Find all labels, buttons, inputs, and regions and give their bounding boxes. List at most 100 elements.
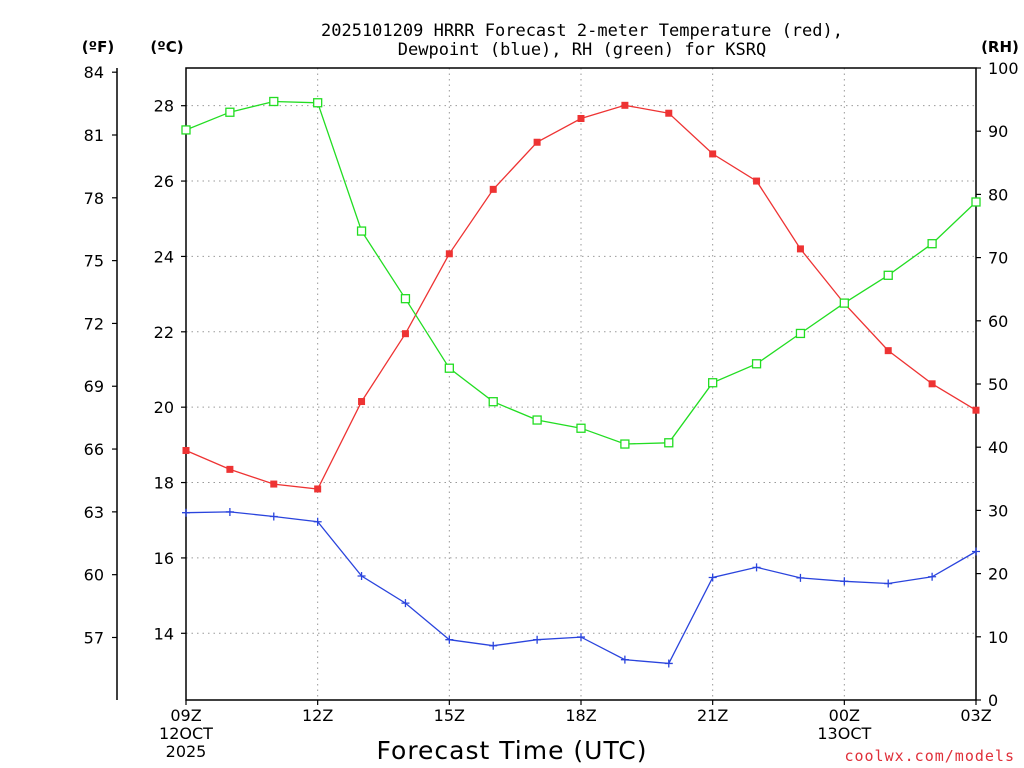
celsius-tick-label: 20 xyxy=(154,398,174,417)
x-axis-title: Forecast Time (UTC) xyxy=(377,736,648,765)
fahrenheit-tick-label: 78 xyxy=(84,189,104,208)
rh-tick-label: 100 xyxy=(988,59,1019,78)
rh-point xyxy=(927,239,937,249)
x-tick-label: 09Z xyxy=(170,706,201,725)
temperature-point xyxy=(665,109,673,117)
rh-point xyxy=(971,197,981,207)
rh-unit-label: (RH) xyxy=(981,38,1019,56)
rh-point xyxy=(576,423,586,433)
x-tick-label: 21Z xyxy=(697,706,728,725)
grid-lines xyxy=(186,68,976,700)
rh-point xyxy=(356,226,367,236)
celsius-tick-label: 28 xyxy=(154,97,174,116)
rh-point xyxy=(532,415,542,425)
celsius-tick-label: 18 xyxy=(154,474,174,493)
dewpoint-point xyxy=(884,579,893,588)
fahrenheit-tick-label: 66 xyxy=(84,440,104,459)
fahrenheit-tick-label: 69 xyxy=(84,377,104,396)
rh-point xyxy=(708,378,718,388)
temperature-point xyxy=(753,177,761,185)
x-tick-label: 12OCT xyxy=(159,724,213,743)
dewpoint-point xyxy=(664,659,673,668)
rh-point xyxy=(225,107,235,117)
rh-point xyxy=(181,125,191,135)
dewpoint-point xyxy=(313,517,322,526)
rh-tick-label: 30 xyxy=(988,501,1008,520)
rh-point xyxy=(883,270,893,280)
temperature-point xyxy=(314,485,322,493)
x-tick-label: 03Z xyxy=(960,706,991,725)
rh-point xyxy=(444,363,454,373)
chart-title-line-2: Dewpoint (blue), RH (green) for KSRQ xyxy=(398,40,766,60)
data-series xyxy=(181,96,981,668)
temperature-point xyxy=(796,245,804,253)
chart-title-line-1: 2025101209 HRRR Forecast 2-meter Tempera… xyxy=(321,21,843,41)
dewpoint-point xyxy=(445,635,454,644)
dewpoint-point xyxy=(972,547,980,556)
x-tick-label: 13OCT xyxy=(817,724,871,743)
dewpoint-point xyxy=(840,577,849,586)
celsius-tick-label: 24 xyxy=(154,247,174,266)
dewpoint-point xyxy=(577,633,585,642)
temperature-point xyxy=(577,114,585,122)
fahrenheit-unit-label: (ºF) xyxy=(82,38,114,56)
rh-point xyxy=(269,96,279,107)
rh-point xyxy=(488,397,498,407)
celsius-tick-label: 26 xyxy=(154,172,174,191)
fahrenheit-tick-label: 84 xyxy=(84,63,104,82)
rh-tick-label: 0 xyxy=(988,691,998,710)
temperature-point xyxy=(884,347,892,355)
dewpoint-point xyxy=(357,572,366,581)
fahrenheit-tick-label: 75 xyxy=(84,252,104,271)
x-tick-label: 2025 xyxy=(166,742,207,761)
rh-point xyxy=(400,294,411,304)
rh-tick-label: 60 xyxy=(988,312,1008,331)
rh-point xyxy=(313,98,323,108)
temperature-point xyxy=(928,380,936,388)
dewpoint-point xyxy=(225,507,234,516)
rh-point xyxy=(839,298,849,308)
rh-point xyxy=(664,438,674,448)
rh-tick-label: 90 xyxy=(988,122,1008,141)
dewpoint-point xyxy=(489,641,498,650)
celsius-tick-label: 14 xyxy=(154,624,174,643)
x-tick-label: 15Z xyxy=(434,706,465,725)
rh-tick-label: 70 xyxy=(988,249,1008,268)
rh-point xyxy=(751,359,762,369)
fahrenheit-tick-label: 72 xyxy=(84,314,104,333)
fahrenheit-tick-label: 57 xyxy=(84,628,104,647)
x-tick-label: 18Z xyxy=(565,706,596,725)
celsius-unit-label: (ºC) xyxy=(150,38,183,56)
temperature-point xyxy=(270,480,278,488)
rh-tick-label: 40 xyxy=(988,438,1008,457)
celsius-tick-label: 22 xyxy=(154,323,174,342)
rh-tick-label: 50 xyxy=(988,375,1008,394)
dewpoint-point xyxy=(182,508,190,517)
dewpoint-point xyxy=(620,655,629,664)
rh-tick-label: 10 xyxy=(988,628,1008,647)
temperature-point xyxy=(226,465,234,473)
source-credit: coolwx.com/models xyxy=(844,747,1015,765)
dewpoint-point xyxy=(752,563,761,572)
axes xyxy=(112,67,981,705)
temperature-point xyxy=(489,185,497,193)
temperature-point xyxy=(445,250,453,258)
dewpoint-point xyxy=(533,635,542,644)
temperature-point xyxy=(972,406,980,414)
dewpoint-point xyxy=(708,573,717,582)
tick-labels: 57 60 63 66 69 72 75 78 81 84 14 16 18 20 22 24 26 28 0 10 2… xyxy=(84,59,1019,761)
dewpoint-point xyxy=(401,599,410,608)
temperature-point xyxy=(182,447,190,455)
temperature-point xyxy=(533,138,541,146)
x-tick-label: 00Z xyxy=(829,706,860,725)
rh-point xyxy=(620,439,630,449)
temperature-point xyxy=(358,398,366,406)
temperature-point xyxy=(401,330,409,338)
x-tick-label: 12Z xyxy=(302,706,333,725)
dewpoint-point xyxy=(269,512,278,521)
dewpoint-point xyxy=(928,572,937,581)
rh-point xyxy=(795,328,806,339)
temperature-point xyxy=(621,101,629,109)
fahrenheit-tick-label: 63 xyxy=(84,503,104,522)
